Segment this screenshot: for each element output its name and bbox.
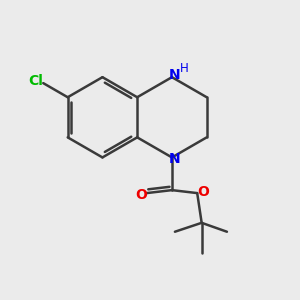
Text: O: O xyxy=(135,188,147,202)
Text: N: N xyxy=(169,68,180,82)
Text: O: O xyxy=(197,184,209,199)
Text: N: N xyxy=(169,152,180,166)
Text: Cl: Cl xyxy=(28,74,43,88)
Text: H: H xyxy=(180,62,189,75)
